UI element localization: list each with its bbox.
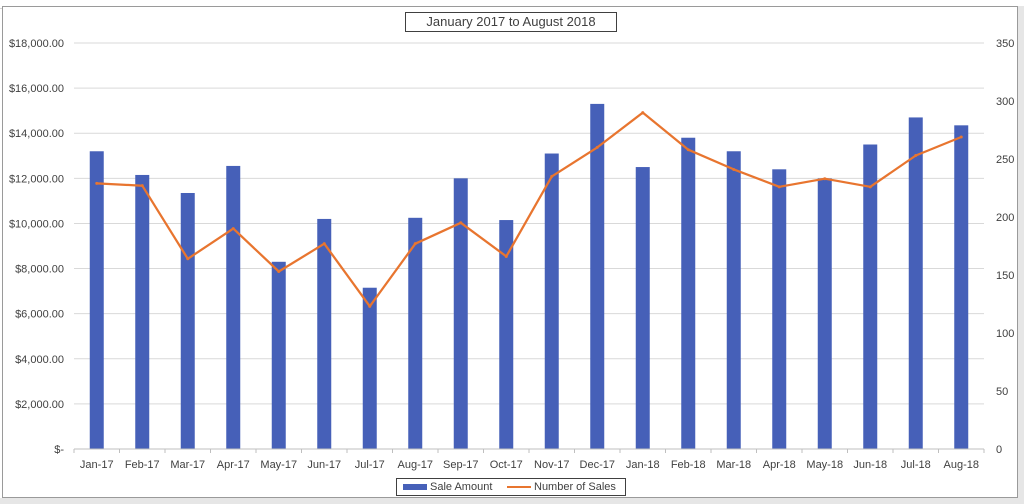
category-label: Feb-17 (125, 459, 160, 471)
bar-sale-amount[interactable] (453, 178, 468, 450)
point-number-of-sales[interactable] (777, 185, 781, 189)
category-label: Aug-17 (398, 459, 433, 471)
right-tick-label: 350 (996, 38, 1014, 50)
left-tick-label: $18,000.00 (9, 38, 64, 50)
chart-title[interactable]: January 2017 to August 2018 (405, 12, 617, 32)
right-tick-label: 300 (996, 96, 1014, 108)
bar-sale-amount[interactable] (772, 169, 787, 450)
category-label: Jul-17 (355, 459, 385, 471)
bar-sale-amount[interactable] (544, 153, 559, 449)
point-number-of-sales[interactable] (95, 181, 99, 185)
right-axis: 0 50 100 150 200 250 300 350 (996, 38, 1014, 456)
bar-sale-amount[interactable] (908, 117, 923, 449)
bar-sale-amount[interactable] (135, 174, 150, 449)
legend-item-number-of-sales: Number of Sales (507, 479, 616, 495)
point-number-of-sales[interactable] (550, 174, 554, 178)
category-label: Sep-17 (443, 459, 478, 471)
left-tick-label: $8,000.00 (15, 264, 64, 276)
category-axis: Jan-17 Feb-17 Mar-17 Apr-17 May-17 Jun-17 Jul-… (73, 448, 985, 471)
right-tick-label: 200 (996, 212, 1014, 224)
point-number-of-sales[interactable] (686, 148, 690, 152)
spreadsheet-background-bottom (0, 498, 1024, 504)
bar-sale-amount[interactable] (499, 220, 514, 449)
left-tick-label: $6,000.00 (15, 309, 64, 321)
category-label: Aug-18 (944, 459, 979, 471)
point-number-of-sales[interactable] (459, 221, 463, 225)
category-label: Mar-17 (170, 459, 205, 471)
bar-sale-amount[interactable] (681, 137, 696, 449)
category-label: Dec-17 (580, 459, 615, 471)
bar-sale-amount[interactable] (89, 151, 104, 449)
spreadsheet-background-right (1018, 6, 1024, 504)
category-label: Jul-18 (901, 459, 931, 471)
point-number-of-sales[interactable] (959, 135, 963, 139)
bar-sale-amount[interactable] (635, 167, 650, 450)
category-label: Mar-18 (716, 459, 751, 471)
bar-sale-amount[interactable] (362, 287, 377, 449)
bar-sale-amount[interactable] (726, 151, 741, 449)
point-number-of-sales[interactable] (595, 145, 599, 149)
category-label: May-18 (806, 459, 843, 471)
left-tick-label: $- (54, 444, 64, 456)
point-number-of-sales[interactable] (231, 227, 235, 231)
legend-label-number-of-sales: Number of Sales (534, 481, 616, 493)
point-number-of-sales[interactable] (641, 111, 645, 115)
left-tick-label: $12,000.00 (9, 173, 64, 185)
point-number-of-sales[interactable] (504, 254, 508, 258)
legend-label-sale-amount: Sale Amount (430, 481, 493, 493)
category-label: Jun-18 (853, 459, 887, 471)
point-number-of-sales[interactable] (277, 270, 281, 274)
point-number-of-sales[interactable] (914, 154, 918, 158)
right-tick-label: 100 (996, 328, 1014, 340)
point-number-of-sales[interactable] (186, 257, 190, 261)
bar-sale-amount[interactable] (271, 261, 286, 449)
right-tick-label: 250 (996, 154, 1014, 166)
left-tick-label: $16,000.00 (9, 83, 64, 95)
category-label: Oct-17 (490, 459, 523, 471)
left-tick-label: $10,000.00 (9, 218, 64, 230)
legend[interactable]: Sale Amount Number of Sales (396, 478, 626, 496)
category-label: Jun-17 (307, 459, 341, 471)
gridlines (74, 42, 984, 450)
left-tick-label: $14,000.00 (9, 128, 64, 140)
point-number-of-sales[interactable] (140, 184, 144, 188)
point-number-of-sales[interactable] (413, 242, 417, 246)
bar-sale-amount[interactable] (590, 103, 605, 450)
point-number-of-sales[interactable] (732, 167, 736, 171)
category-label: Jan-17 (80, 459, 114, 471)
bar-sale-amount[interactable] (954, 125, 969, 450)
legend-swatch-bar (403, 484, 427, 491)
legend-swatch-line (507, 486, 531, 489)
category-label: Apr-17 (217, 459, 250, 471)
category-label: Apr-18 (763, 459, 796, 471)
line-series (95, 111, 963, 308)
bar-sale-amount[interactable] (226, 165, 241, 449)
right-tick-label: 150 (996, 270, 1014, 282)
left-axis: $- $2,000.00 $4,000.00 $6,000.00 $8,000.00 $1… (9, 38, 64, 456)
right-tick-label: 50 (996, 386, 1008, 398)
bar-sale-amount[interactable] (817, 178, 832, 450)
right-tick-label: 0 (996, 444, 1002, 456)
point-number-of-sales[interactable] (322, 242, 326, 246)
left-tick-label: $2,000.00 (15, 399, 64, 411)
line-number-of-sales[interactable] (96, 111, 962, 308)
point-number-of-sales[interactable] (868, 185, 872, 189)
category-label: Jan-18 (626, 459, 660, 471)
point-number-of-sales[interactable] (823, 177, 827, 181)
category-label: Nov-17 (534, 459, 569, 471)
left-tick-label: $4,000.00 (15, 354, 64, 366)
bar-sale-amount[interactable] (180, 192, 195, 449)
category-label: Feb-18 (671, 459, 706, 471)
bar-series (89, 103, 969, 450)
legend-item-sale-amount: Sale Amount (403, 479, 492, 495)
point-number-of-sales[interactable] (368, 304, 372, 308)
category-label: May-17 (260, 459, 297, 471)
bar-sale-amount[interactable] (863, 144, 878, 450)
bar-sale-amount[interactable] (408, 217, 423, 449)
bar-sale-amount[interactable] (317, 218, 332, 449)
